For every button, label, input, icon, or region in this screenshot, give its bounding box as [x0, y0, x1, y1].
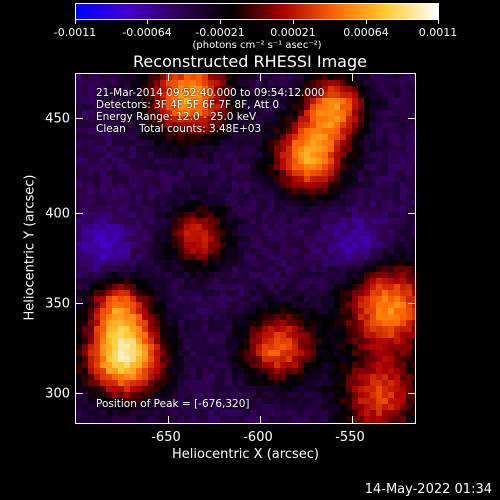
info-energy-range: Energy Range: 12.0 - 25.0 keV [96, 111, 257, 123]
rhessi-image [76, 74, 415, 423]
y-tick-label: 350 [45, 296, 70, 312]
y-tick-label: 450 [45, 111, 70, 127]
x-axis-title: Heliocentric X (arcsec) [172, 447, 319, 462]
colorbar-units: (photons cm⁻² s⁻¹ asec⁻²) [192, 40, 322, 51]
x-tick-label: -650 [151, 430, 181, 445]
colorbar [75, 3, 439, 20]
colorbar-label-5: 0.00064 [343, 26, 389, 39]
info-clean-counts: Clean Total counts: 3.48E+03 [96, 123, 262, 135]
info-detectors: Detectors: 3F 4F 5F 6F 7F 8F, Att 0 [96, 99, 280, 111]
y-tick-label: 300 [45, 386, 70, 402]
info-peak-position: Position of Peak = [-676,320] [96, 398, 250, 410]
colorbar-label-4: 0.00021 [270, 26, 316, 39]
x-tick-label: -600 [243, 430, 273, 445]
plot-title: Reconstructed RHESSI Image [133, 52, 367, 71]
colorbar-label-max: 0.0011 [418, 26, 458, 39]
info-time-range: 21-Mar-2014 09:52:40.000 to 09:54:12.000 [96, 87, 325, 99]
colorbar-label-3: -0.00021 [195, 26, 245, 39]
footer-timestamp: 14-May-2022 01:34 [364, 482, 492, 497]
colorbar-label-min: -0.0011 [53, 26, 97, 39]
y-axis-title: Heliocentric Y (arcsec) [22, 174, 38, 321]
x-tick-label: -550 [335, 430, 365, 445]
y-tick-label: 400 [45, 206, 70, 222]
colorbar-label-2: -0.00064 [122, 26, 172, 39]
image-plot[interactable]: 21-Mar-2014 09:52:40.000 to 09:54:12.000… [75, 73, 416, 424]
